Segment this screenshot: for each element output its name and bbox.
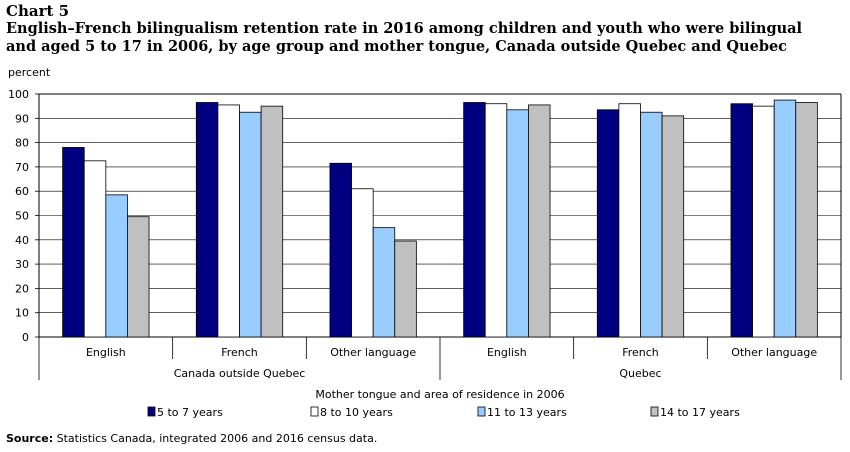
y-tick-label: 100 bbox=[8, 88, 29, 101]
chart-label: Chart 5 bbox=[6, 2, 70, 20]
bar bbox=[730, 103, 753, 338]
legend-swatch bbox=[147, 406, 156, 417]
bar bbox=[195, 102, 219, 338]
y-tick-label: 0 bbox=[22, 331, 29, 344]
x-tick-label: French bbox=[221, 346, 258, 359]
bar bbox=[463, 102, 486, 338]
legend-label: 8 to 10 years bbox=[320, 406, 393, 419]
x-tick-label: Other language bbox=[731, 346, 817, 359]
y-tick-label: 80 bbox=[15, 137, 29, 150]
bar bbox=[83, 160, 107, 338]
x-tick-label: French bbox=[622, 346, 659, 359]
y-tick-label: 30 bbox=[15, 258, 29, 271]
bar bbox=[773, 99, 797, 338]
bar bbox=[217, 104, 240, 338]
y-axis-label: percent bbox=[8, 66, 51, 79]
bar bbox=[484, 103, 508, 338]
bar bbox=[372, 227, 396, 338]
x-tick-label: English bbox=[86, 346, 126, 359]
y-tick-label: 70 bbox=[15, 161, 29, 174]
y-tick-label: 20 bbox=[15, 282, 29, 295]
y-tick-label: 50 bbox=[15, 210, 29, 223]
bar bbox=[394, 240, 417, 338]
source-label: Source: bbox=[6, 432, 54, 445]
bar bbox=[528, 104, 551, 338]
bar bbox=[506, 109, 529, 338]
source-note: Source: Statistics Canada, integrated 20… bbox=[6, 432, 377, 445]
bar bbox=[596, 109, 620, 338]
legend-label: 11 to 13 years bbox=[487, 406, 567, 419]
bar bbox=[752, 105, 775, 338]
legend-swatch bbox=[650, 406, 659, 417]
bar bbox=[640, 111, 663, 338]
x-group-label: Canada outside Quebec bbox=[174, 367, 306, 380]
legend-swatch bbox=[477, 406, 486, 417]
y-tick-label: 10 bbox=[15, 307, 29, 320]
bar bbox=[105, 194, 128, 338]
source-text: Statistics Canada, integrated 2006 and 2… bbox=[53, 432, 378, 445]
x-tick-label: Other language bbox=[330, 346, 416, 359]
legend-label: 14 to 17 years bbox=[660, 406, 740, 419]
x-tick-label: English bbox=[487, 346, 527, 359]
x-axis-title: Mother tongue and area of residence in 2… bbox=[315, 388, 564, 401]
bar bbox=[329, 162, 352, 338]
bar bbox=[795, 102, 818, 338]
y-tick-label: 40 bbox=[15, 234, 29, 247]
legend-swatch bbox=[310, 406, 319, 417]
bar bbox=[239, 111, 262, 338]
y-tick-label: 60 bbox=[15, 185, 29, 198]
bar bbox=[618, 103, 641, 338]
chart-title: English–French bilingualism retention ra… bbox=[6, 20, 803, 55]
bar bbox=[62, 147, 85, 338]
bar bbox=[661, 115, 685, 338]
bar bbox=[351, 188, 374, 338]
legend-label: 5 to 7 years bbox=[157, 406, 223, 419]
x-group-label: Quebec bbox=[619, 367, 661, 380]
bar bbox=[260, 105, 284, 338]
bar bbox=[127, 216, 150, 338]
y-tick-label: 90 bbox=[15, 112, 29, 125]
